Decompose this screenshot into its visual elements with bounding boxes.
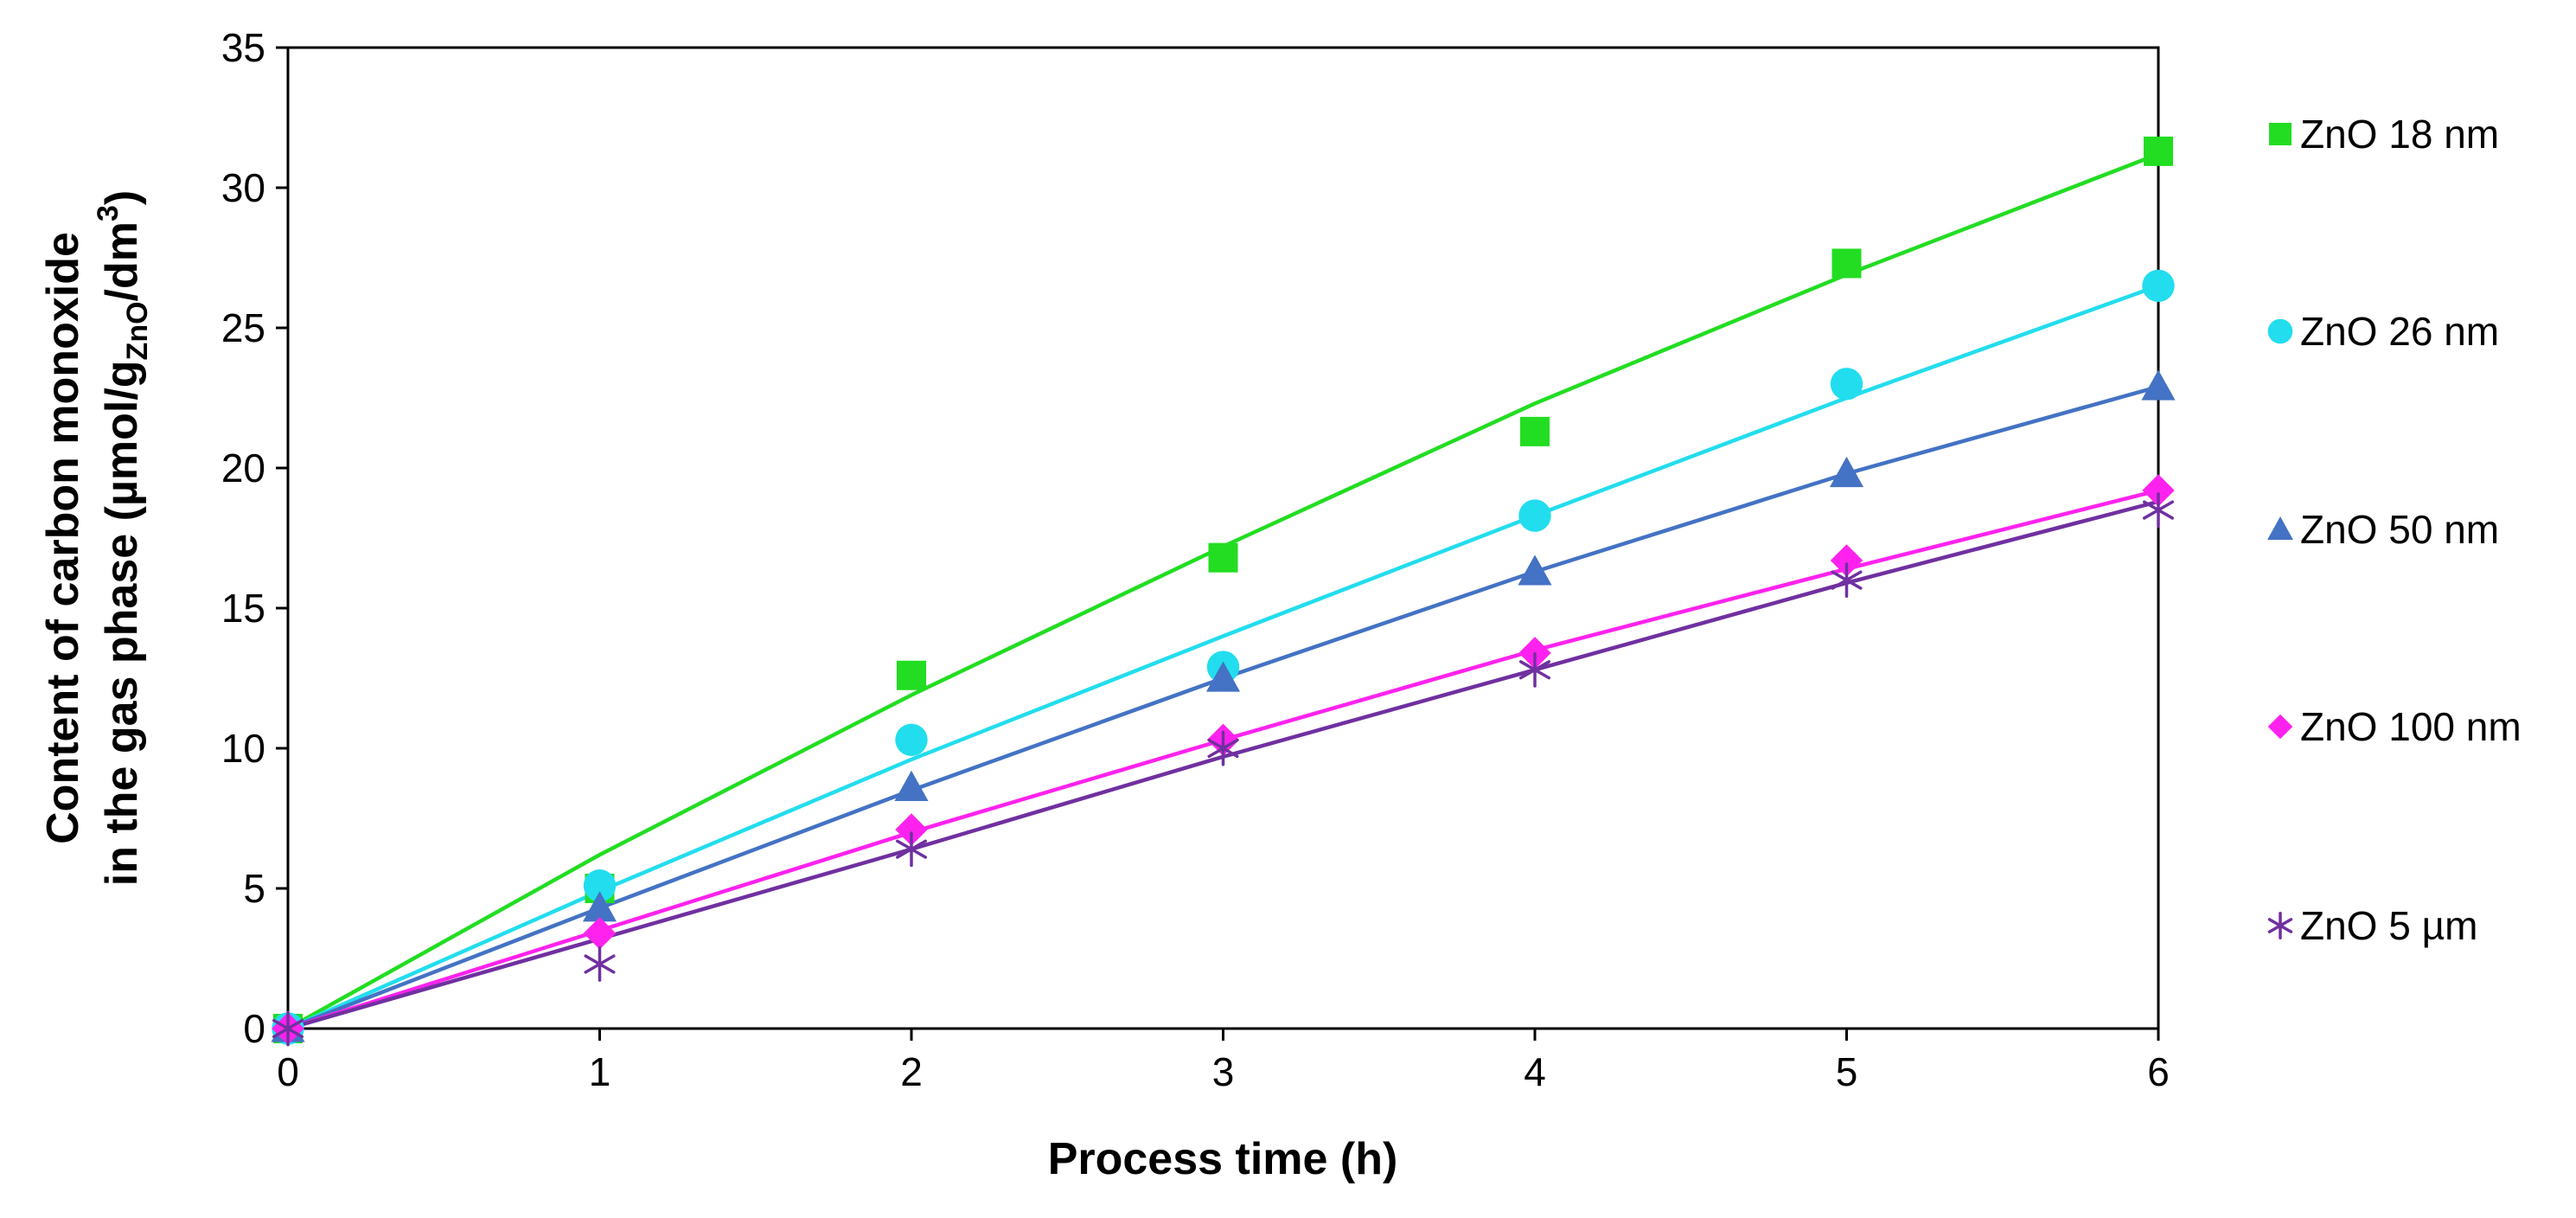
legend-item: ZnO 5 µm bbox=[2267, 903, 2477, 948]
legend-marker bbox=[2267, 318, 2293, 344]
legend-marker bbox=[2267, 911, 2293, 940]
legend: ZnO 18 nm ZnO 26 nm ZnO 50 nm ZnO 100 nm ZnO… bbox=[2267, 112, 2522, 948]
y-axis-title-line2: in the gas phase (µmol/gZnO/dm3) bbox=[92, 190, 154, 887]
y-tick-label: 20 bbox=[221, 446, 265, 490]
data-point bbox=[1518, 555, 1552, 586]
x-tick-label: 4 bbox=[1524, 1049, 1546, 1094]
legend-label: ZnO 18 nm bbox=[2300, 112, 2499, 157]
data-point bbox=[2141, 369, 2176, 401]
data-point bbox=[1205, 661, 1241, 692]
y-tick-label: 10 bbox=[221, 726, 265, 771]
y-tick-label: 0 bbox=[243, 1006, 265, 1051]
legend-item: ZnO 18 nm bbox=[2269, 112, 2499, 157]
legend-label: ZnO 5 µm bbox=[2300, 903, 2477, 948]
plot-frame bbox=[286, 46, 2160, 1030]
legend-label: ZnO 100 nm bbox=[2300, 704, 2522, 749]
data-point bbox=[1831, 562, 1863, 599]
fit-lines bbox=[286, 152, 2159, 1031]
data-point bbox=[583, 869, 617, 902]
data-markers bbox=[271, 136, 2176, 1047]
x-tick-label: 2 bbox=[900, 1049, 923, 1094]
x-tick-label: 3 bbox=[1212, 1049, 1235, 1094]
fit-line bbox=[286, 152, 2159, 1030]
data-point bbox=[894, 770, 929, 801]
data-point bbox=[897, 660, 926, 690]
y-axis-title: Content of carbon monoxide in the gas ph… bbox=[38, 190, 154, 887]
data-point bbox=[584, 946, 616, 982]
data-point bbox=[895, 813, 928, 846]
data-point bbox=[1208, 542, 1238, 573]
legend-item: ZnO 100 nm bbox=[2267, 704, 2522, 749]
data-point bbox=[1831, 248, 1862, 279]
legend-label: ZnO 26 nm bbox=[2300, 309, 2499, 354]
legend-label: ZnO 50 nm bbox=[2300, 507, 2499, 552]
data-point bbox=[2144, 136, 2173, 166]
x-tick-label: 1 bbox=[589, 1049, 611, 1094]
legend-marker bbox=[2269, 123, 2292, 145]
data-point bbox=[1829, 456, 1864, 488]
data-point bbox=[582, 891, 617, 922]
y-tick-label: 25 bbox=[221, 305, 265, 350]
legend-item: ZnO 26 nm bbox=[2267, 309, 2499, 354]
data-point bbox=[1207, 730, 1239, 766]
x-tick-label: 5 bbox=[1836, 1049, 1858, 1094]
legend-item: ZnO 50 nm bbox=[2267, 507, 2499, 552]
data-point bbox=[583, 917, 617, 950]
data-point bbox=[1518, 499, 1551, 532]
y-tick-label: 15 bbox=[221, 586, 265, 631]
data-point bbox=[1830, 544, 1863, 577]
y-tick-label: 35 bbox=[221, 25, 265, 70]
x-tick-label: 6 bbox=[2147, 1049, 2170, 1094]
y-axis-title-line1: Content of carbon monoxide bbox=[38, 232, 88, 844]
data-point bbox=[2142, 492, 2175, 529]
y-axis-ticks: 0 5 10 15 20 25 30 35 bbox=[221, 25, 288, 1051]
plot-area bbox=[286, 46, 2160, 1030]
x-tick-label: 0 bbox=[277, 1049, 299, 1094]
data-point bbox=[895, 831, 928, 868]
fit-line bbox=[287, 384, 2159, 1031]
data-point bbox=[1520, 416, 1550, 446]
y-tick-label: 5 bbox=[243, 866, 265, 911]
x-axis-ticks: 0 1 2 3 4 5 6 bbox=[277, 1029, 2170, 1094]
legend-marker bbox=[2267, 516, 2293, 540]
data-point bbox=[1518, 651, 1551, 688]
data-point bbox=[272, 1010, 304, 1047]
y-tick-label: 30 bbox=[221, 165, 265, 210]
x-axis-title: Process time (h) bbox=[1048, 1134, 1398, 1184]
data-point bbox=[1830, 368, 1863, 401]
data-point bbox=[2142, 269, 2175, 303]
data-point bbox=[2142, 474, 2175, 507]
data-point bbox=[895, 723, 928, 756]
legend-marker bbox=[2267, 714, 2293, 740]
